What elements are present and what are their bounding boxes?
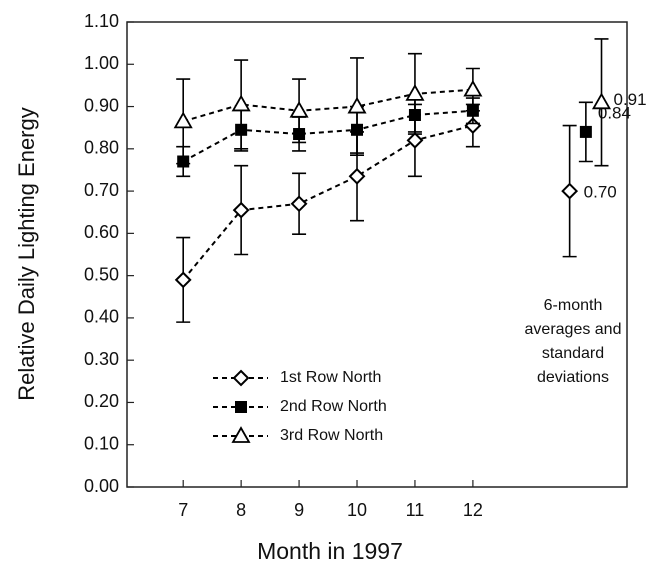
annotation: 6-month: [544, 297, 603, 314]
legend-marker: [235, 401, 247, 413]
data-point: [290, 195, 308, 213]
average-point: [561, 182, 579, 200]
y-tick-label: 1.10: [84, 11, 119, 31]
y-tick-label: 0.90: [84, 95, 119, 115]
y-tick-label: 0.70: [84, 180, 119, 200]
annotation: averages and: [525, 321, 622, 338]
series-line: [182, 109, 473, 163]
legend-label: 1st Row North: [280, 369, 381, 386]
data-point: [348, 167, 366, 185]
data-point: [174, 271, 192, 289]
x-tick-label: 10: [347, 500, 367, 520]
series-line: [182, 124, 474, 281]
data-point: [231, 94, 251, 112]
y-tick-label: 1.00: [84, 53, 119, 73]
x-tick-label: 12: [463, 500, 483, 520]
y-tick-label: 0.40: [84, 307, 119, 327]
y-tick-label: 0.60: [84, 222, 119, 242]
y-tick-label: 0.50: [84, 264, 119, 284]
data-point: [173, 111, 193, 129]
annotation: deviations: [537, 369, 609, 386]
average-label: 0.70: [584, 183, 617, 202]
series-line: [182, 88, 473, 123]
plot-frame: [126, 21, 628, 488]
average-point: [579, 125, 592, 138]
y-tick-label: 0.80: [84, 138, 119, 158]
x-tick-label: 9: [294, 500, 304, 520]
x-tick-label: 8: [236, 500, 246, 520]
legend-label: 2nd Row North: [280, 398, 387, 415]
legend-label: 3rd Row North: [280, 427, 383, 444]
data-point: [405, 84, 425, 101]
x-tick-label: 11: [406, 500, 425, 520]
data-point: [232, 201, 250, 219]
annotation: standard: [542, 345, 604, 362]
y-axis-title: Relative Daily Lighting Energy: [14, 107, 39, 401]
y-tick-label: 0.00: [84, 476, 119, 496]
y-tick-label: 0.30: [84, 349, 119, 369]
average-label: 0.91: [614, 90, 647, 109]
data-point: [289, 100, 309, 118]
data-point: [463, 79, 483, 97]
y-tick-label: 0.10: [84, 433, 119, 453]
y-tick-label: 0.20: [84, 391, 119, 411]
legend-marker: [231, 426, 251, 443]
data-point: [406, 131, 424, 149]
average-point: [591, 92, 612, 110]
x-axis-title: Month in 1997: [257, 538, 403, 564]
legend-marker: [232, 369, 250, 387]
data-point: [347, 96, 367, 114]
x-tick-label: 7: [178, 500, 188, 520]
